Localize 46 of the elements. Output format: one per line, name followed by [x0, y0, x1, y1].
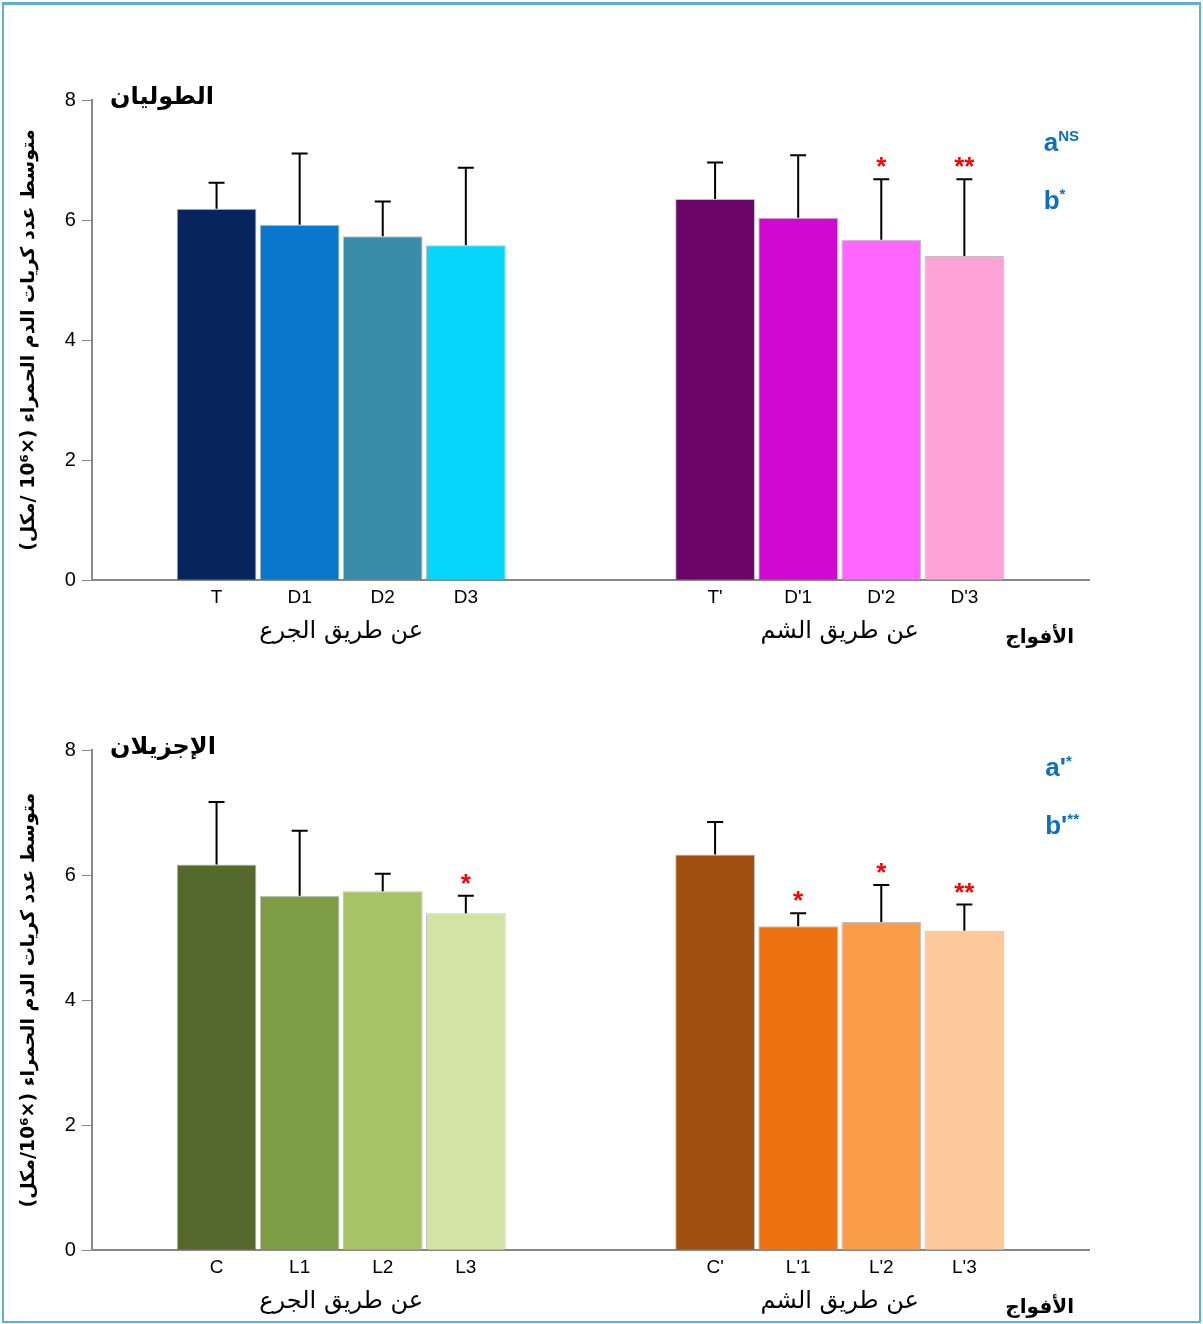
x-tick-label: C'	[706, 1255, 724, 1277]
x-tick-label: C	[209, 1255, 224, 1277]
chart-title: الإجزيلان	[109, 732, 216, 761]
x-tick-label: T	[210, 585, 223, 607]
x-tick-label: T'	[707, 585, 723, 607]
y-tick-label: 6	[64, 207, 76, 230]
annotation: **	[954, 876, 976, 907]
x-tick-label: L'2	[868, 1255, 894, 1277]
annotation: a'$^{*}$	[1045, 750, 1073, 784]
x-tick-label: L1	[289, 1255, 311, 1277]
annotation: b$^{*}$	[1043, 183, 1067, 217]
x-tick-label: D'2	[867, 585, 896, 607]
y-tick-label: 0	[64, 567, 76, 590]
text: عن طريق الشم	[760, 1286, 919, 1315]
y-tick-label: 6	[64, 862, 76, 885]
annotation: *	[876, 151, 888, 182]
y-tick-label: 0	[64, 1237, 76, 1260]
annotation: *	[793, 885, 805, 916]
y-tick-label: 8	[64, 87, 76, 110]
annotation: *	[876, 857, 888, 888]
chart-title: الطوليان	[109, 82, 214, 111]
annotation: a$^{NS}$	[1043, 125, 1079, 159]
annotation: *	[460, 867, 472, 898]
text: عن طريق الجرع	[259, 616, 424, 645]
y-axis-title: متوسط عدد كريات الدم الحمراء (×10⁶/مكل)	[16, 792, 40, 1208]
y-tick-label: 4	[64, 327, 76, 350]
y-tick-label: 4	[64, 987, 76, 1010]
x-axis-title: الأفواج	[1005, 623, 1074, 649]
y-axis-title: متوسط عدد كريات الدم الحمراء (×10⁶ /مكل)	[16, 129, 40, 551]
x-tick-label: L2	[372, 1255, 394, 1277]
x-tick-label: L'3	[951, 1255, 977, 1277]
annotation: b'$^{**}$	[1045, 808, 1079, 842]
text: عن طريق الشم	[760, 616, 919, 645]
x-tick-label: D1	[287, 585, 312, 607]
x-tick-label: L3	[455, 1255, 477, 1277]
y-tick-label: 2	[64, 447, 76, 470]
x-tick-label: D'3	[950, 585, 979, 607]
x-tick-label: D2	[370, 585, 395, 607]
x-tick-label: D3	[453, 585, 478, 607]
text: عن طريق الجرع	[259, 1286, 424, 1315]
y-tick-label: 8	[64, 737, 76, 760]
annotation: **	[954, 151, 976, 182]
x-tick-label: D'1	[784, 585, 813, 607]
x-tick-label: L'1	[785, 1255, 811, 1277]
y-tick-label: 2	[64, 1112, 76, 1135]
x-axis-title: الأفواج	[1005, 1293, 1074, 1319]
